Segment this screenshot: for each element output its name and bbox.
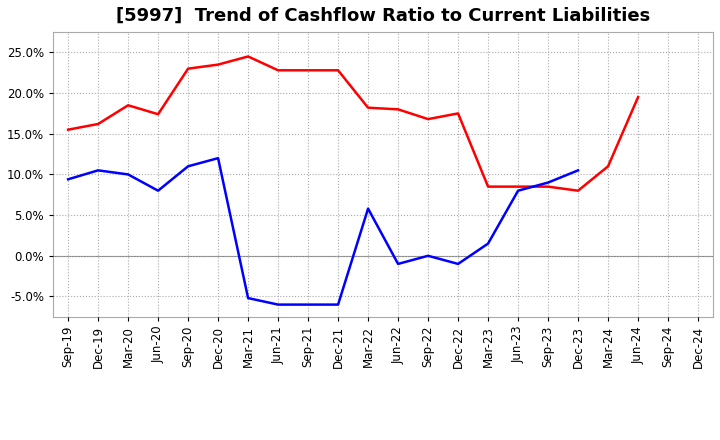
Operating CF to Current Liabilities [604,164,613,169]
Free CF to Current Liabilities [364,206,372,211]
Operating CF to Current Liabilities [574,188,582,193]
Operating CF to Current Liabilities [304,68,312,73]
Free CF to Current Liabilities [214,155,222,161]
Operating CF to Current Liabilities [484,184,492,189]
Free CF to Current Liabilities [124,172,132,177]
Line: Free CF to Current Liabilities: Free CF to Current Liabilities [68,158,578,304]
Free CF to Current Liabilities [424,253,433,258]
Operating CF to Current Liabilities [184,66,192,71]
Operating CF to Current Liabilities [64,127,73,132]
Free CF to Current Liabilities [394,261,402,267]
Operating CF to Current Liabilities [394,107,402,112]
Free CF to Current Liabilities [154,188,163,193]
Title: [5997]  Trend of Cashflow Ratio to Current Liabilities: [5997] Trend of Cashflow Ratio to Curren… [116,7,650,25]
Free CF to Current Liabilities [514,188,523,193]
Operating CF to Current Liabilities [514,184,523,189]
Free CF to Current Liabilities [334,302,343,307]
Operating CF to Current Liabilities [544,184,552,189]
Operating CF to Current Liabilities [244,54,253,59]
Free CF to Current Liabilities [274,302,282,307]
Free CF to Current Liabilities [64,177,73,182]
Operating CF to Current Liabilities [214,62,222,67]
Free CF to Current Liabilities [304,302,312,307]
Operating CF to Current Liabilities [424,117,433,122]
Operating CF to Current Liabilities [454,111,462,116]
Operating CF to Current Liabilities [634,95,642,100]
Free CF to Current Liabilities [574,168,582,173]
Operating CF to Current Liabilities [124,103,132,108]
Free CF to Current Liabilities [94,168,102,173]
Operating CF to Current Liabilities [274,68,282,73]
Free CF to Current Liabilities [244,295,253,301]
Free CF to Current Liabilities [484,241,492,246]
Operating CF to Current Liabilities [94,121,102,127]
Line: Operating CF to Current Liabilities: Operating CF to Current Liabilities [68,56,638,191]
Free CF to Current Liabilities [544,180,552,185]
Free CF to Current Liabilities [454,261,462,267]
Operating CF to Current Liabilities [334,68,343,73]
Free CF to Current Liabilities [184,164,192,169]
Operating CF to Current Liabilities [364,105,372,110]
Operating CF to Current Liabilities [154,112,163,117]
